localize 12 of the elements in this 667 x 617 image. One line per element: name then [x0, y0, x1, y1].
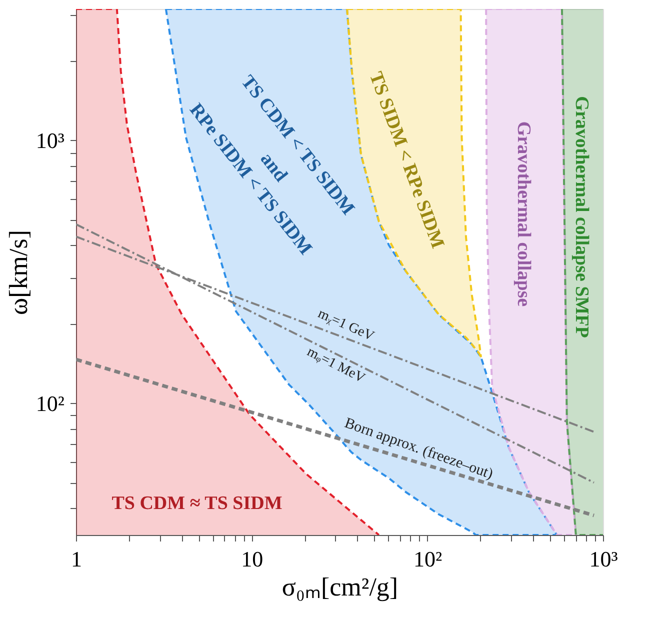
annotation: TS CDM ≈ TS SIDM	[112, 493, 282, 514]
annotation: mᵩ=1 MeV	[304, 344, 368, 386]
annotation: Gravothermal collapse SMFP	[571, 96, 592, 338]
x-tick-label: 10	[241, 546, 264, 572]
x-tick-label: 1	[71, 546, 82, 572]
x-tick-label: 10³	[589, 546, 618, 572]
y-axis-title: ω[km/s]	[4, 230, 33, 315]
x-axis-title: σ₀ₘ[cm²/g]	[282, 572, 398, 602]
annotation: Gravothermal collapse	[513, 121, 534, 307]
x-tick-label: 10²	[414, 546, 443, 572]
annotation: TS SIDM < RPe SIDM	[364, 69, 448, 252]
annotation: mᵪ=1 GeV	[315, 306, 376, 344]
